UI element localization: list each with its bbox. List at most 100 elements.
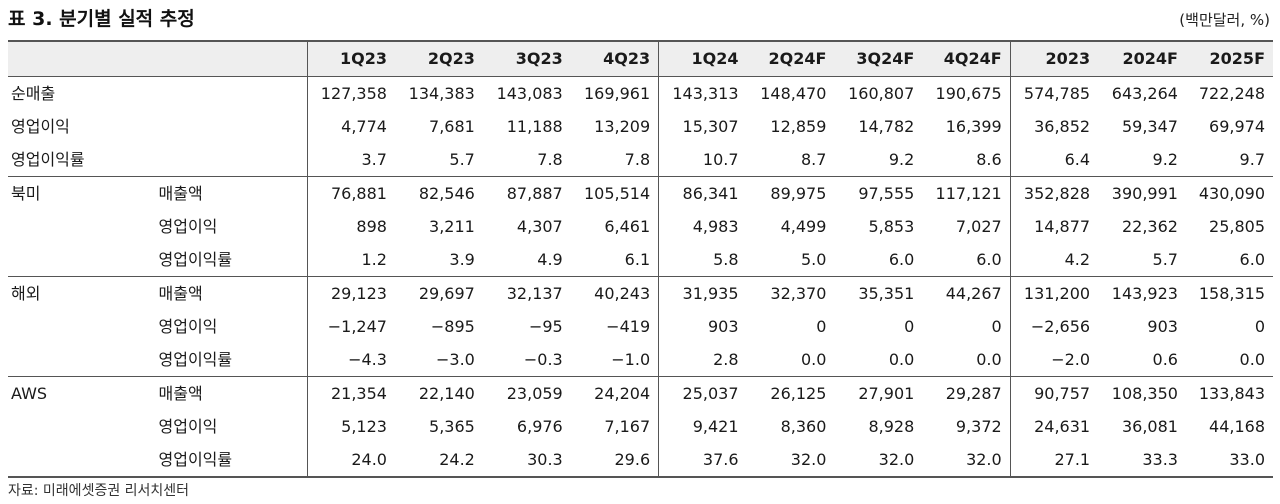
unit-label: (백만달러, %) — [1179, 11, 1270, 29]
table-body: 순매출 127,358 134,383 143,083 169,961 143,313 14… — [8, 76, 1273, 478]
table-cell: −895 — [430, 317, 475, 336]
table-cell: 390,991 — [1098, 176, 1186, 210]
table-cell: −3.0 — [435, 350, 475, 369]
table-cell: 16,399 — [945, 117, 1002, 136]
column-header: 4Q24F — [922, 40, 1011, 77]
row-sub-label: 매출액 — [155, 276, 308, 310]
column-header: 1Q24 — [658, 40, 747, 77]
row-sub-label — [156, 143, 308, 177]
table-cell: 7,027 — [955, 217, 1002, 236]
table-cell: −2.0 — [1009, 343, 1099, 377]
table-cell: 574,785 — [1009, 76, 1099, 110]
table-row: 영업이익 5,123 5,365 6,976 7,167 9,421 8,360 8,928 9… — [8, 410, 1273, 443]
table-cell: 97,555 — [834, 176, 923, 210]
table-cell: 0.6 — [1152, 350, 1178, 369]
table-cell: 0 — [904, 317, 915, 336]
table-row: AWS 매출액 21,354 22,140 23,059 24,204 25,037 26,1… — [8, 376, 1273, 410]
row-group-label: 북미 — [8, 176, 156, 210]
table-cell: 0.0 — [800, 350, 827, 369]
table-cell: 26,125 — [746, 376, 835, 410]
table-cell: 4.9 — [537, 250, 563, 269]
table-cell: 90,757 — [1009, 376, 1099, 410]
table-row: 해외 매출액 29,123 29,697 32,137 40,243 31,935 32,37… — [8, 276, 1273, 310]
table-cell: 32.0 — [746, 443, 835, 478]
table-cell: −2,656 — [1009, 310, 1099, 343]
header-blank — [155, 40, 308, 77]
table-cell: 4.2 — [1009, 243, 1099, 277]
table-cell: 23,059 — [482, 376, 571, 410]
table-cell: 32,137 — [482, 276, 571, 310]
table-row: 영업이익률 −4.3 −3.0 −0.3 −1.0 2.8 0.0 0.0 0.0 −2.0 0.6… — [8, 343, 1273, 377]
table-cell: 9.2 — [888, 150, 915, 169]
column-header: 1Q23 — [306, 40, 395, 77]
row-sub-label: 매출액 — [155, 176, 308, 210]
table-cell: 89,975 — [746, 176, 835, 210]
table-cell: 9.7 — [1239, 150, 1265, 169]
table-cell: 25,037 — [658, 376, 747, 410]
table-cell: 0 — [991, 317, 1002, 336]
table-cell: 133,843 — [1185, 376, 1273, 410]
table-cell: 33.3 — [1098, 443, 1186, 478]
row-group-label: 순매출 — [11, 84, 56, 103]
header-row: 1Q23 2Q23 3Q23 4Q23 1Q24 2Q24F 3Q24F 4Q2… — [8, 40, 1273, 77]
table-cell: 24,631 — [1009, 410, 1099, 443]
table-cell: 35,351 — [834, 276, 923, 310]
source-note: 자료: 미래에셋증권 리서치센터 — [8, 483, 190, 499]
table-cell: 108,350 — [1098, 376, 1186, 410]
table-row: 영업이익 −1,247 −895 −95 −419 903 0 0 0 −2,656 903 0 — [8, 310, 1273, 343]
table-cell: 44,168 — [1209, 417, 1265, 436]
table-cell: 59,347 — [1121, 117, 1178, 136]
table-cell: 30.3 — [482, 443, 571, 478]
table-cell: 0.0 — [1239, 350, 1265, 369]
row-group-label — [8, 243, 156, 277]
table-cell: −0.3 — [523, 350, 563, 369]
table-cell: 8.6 — [976, 150, 1002, 169]
table-cell: 9,372 — [955, 417, 1002, 436]
table-cell: 0 — [1254, 317, 1265, 336]
table-cell: 722,248 — [1198, 84, 1265, 103]
table-cell: 352,828 — [1009, 176, 1099, 210]
table-cell: 127,358 — [306, 76, 395, 110]
table-row: 영업이익률 3.7 5.7 7.8 7.8 10.7 8.7 9.2 8.6 6.4 9.2 9.7 — [8, 143, 1273, 177]
table-cell: −4.3 — [306, 343, 395, 377]
table-cell: 143,923 — [1098, 276, 1186, 310]
table-cell: 903 — [1147, 317, 1178, 336]
table-cell: 6.0 — [888, 250, 915, 269]
row-group-label: 영업이익 — [11, 117, 70, 136]
table-cell: 5,853 — [868, 217, 915, 236]
table-cell: −1.0 — [611, 350, 651, 369]
table-cell: 25,805 — [1209, 217, 1265, 236]
table-cell: 430,090 — [1185, 176, 1273, 210]
row-sub-label: 영업이익 — [158, 217, 218, 236]
table-cell: 29.6 — [570, 443, 659, 478]
table-row: 영업이익 4,774 7,681 11,188 13,209 15,307 12,859 14… — [8, 110, 1273, 143]
table-cell: 29,697 — [394, 276, 483, 310]
table-cell: 3,211 — [429, 217, 475, 236]
table-cell: 6,461 — [604, 217, 651, 236]
row-group-label — [8, 410, 156, 443]
row-sub-label — [156, 77, 308, 111]
table-cell: 44,267 — [922, 276, 1011, 310]
table-cell: 36,081 — [1121, 417, 1178, 436]
table-cell: 898 — [306, 210, 395, 243]
table-cell: 0 — [816, 317, 827, 336]
table-cell: 5.0 — [800, 250, 827, 269]
table-cell: 37.6 — [658, 443, 747, 478]
table-cell: 0.0 — [888, 350, 915, 369]
column-header: 4Q23 — [570, 40, 659, 77]
table-cell: 190,675 — [935, 84, 1002, 103]
table-row: 영업이익률 24.0 24.2 30.3 29.6 37.6 32.0 32.0 32.0 27.… — [8, 443, 1273, 478]
table-cell: 160,807 — [848, 84, 915, 103]
table-cell: 5.8 — [658, 243, 747, 277]
quarterly-estimates-table: 1Q23 2Q23 3Q23 4Q23 1Q24 2Q24F 3Q24F 4Q2… — [8, 40, 1273, 478]
table-cell: 169,961 — [583, 84, 651, 103]
row-group-label — [8, 310, 156, 343]
table-cell: 40,243 — [570, 276, 659, 310]
table-cell: 643,264 — [1111, 84, 1178, 103]
table-cell: 3.7 — [306, 143, 395, 177]
column-header: 2024F — [1098, 40, 1186, 77]
table-cell: 4,774 — [306, 110, 395, 143]
header-blank — [8, 40, 156, 77]
row-group-label — [8, 343, 156, 377]
row-sub-label: 영업이익 — [158, 317, 218, 336]
